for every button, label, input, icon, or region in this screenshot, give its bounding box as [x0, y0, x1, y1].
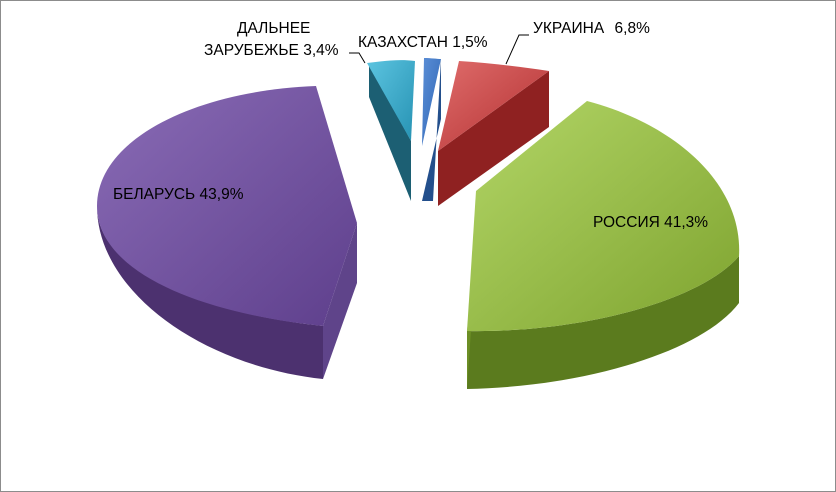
- slice-abroad-side: [369, 63, 411, 201]
- label-ukraine: УКРАИНА 6,8%: [533, 20, 650, 37]
- label-ukraine-name: УКРАИНА: [533, 20, 605, 37]
- label-abroad-name: ЗАРУБЕЖЬЕ: [204, 42, 299, 59]
- label-abroad-line2: ЗАРУБЕЖЬЕ 3,4%: [204, 42, 339, 59]
- leader-lines: [349, 34, 529, 65]
- label-kazakhstan-name: КАЗАХСТАН: [358, 34, 448, 51]
- slice-ukraine-side: [438, 71, 549, 206]
- label-russia: РОССИЯ 41,3%: [593, 214, 708, 231]
- label-russia-value: 41,3%: [664, 214, 708, 231]
- leader-line-abroad: [349, 52, 366, 64]
- label-abroad-line1: ДАЛЬНЕЕ: [237, 20, 310, 37]
- data-labels: РОССИЯ 41,3% БЕЛАРУСЬ 43,9% ДАЛЬНЕЕ ЗАРУ…: [113, 20, 708, 231]
- label-russia-name: РОССИЯ: [593, 214, 660, 231]
- slice-abroad: [367, 60, 415, 142]
- slice-russia: [467, 101, 740, 332]
- slice-belarus: [97, 86, 357, 326]
- slice-russia-side: [467, 256, 739, 389]
- label-belarus-value: 43,9%: [200, 186, 244, 203]
- label-belarus: БЕЛАРУСЬ 43,9%: [113, 186, 244, 203]
- label-kazakhstan: КАЗАХСТАН 1,5%: [358, 34, 488, 51]
- leader-line-ukraine: [505, 34, 529, 65]
- slice-belarus-cut-side: [323, 223, 357, 379]
- slice-belarus-side: [97, 206, 323, 379]
- slice-tops: [97, 58, 740, 332]
- slice-kazakhstan: [422, 58, 441, 146]
- label-abroad-value: 3,4%: [303, 42, 339, 59]
- slice-ukraine: [438, 61, 549, 151]
- slice-sides: [97, 59, 739, 389]
- label-kazakhstan-value: 1,5%: [452, 34, 488, 51]
- slice-kaz-side: [422, 59, 441, 201]
- label-belarus-name: БЕЛАРУСЬ: [113, 186, 195, 203]
- label-ukraine-value: 6,8%: [615, 20, 651, 37]
